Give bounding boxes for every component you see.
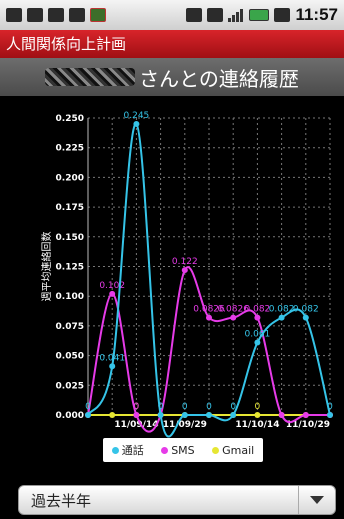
- android-icon: [48, 8, 64, 22]
- legend-sms: SMS: [161, 443, 195, 457]
- data-label: 0.082: [293, 305, 319, 315]
- data-point: [206, 412, 212, 418]
- battery-icon: [249, 9, 270, 21]
- app-title-bar: 人間関係向上計画: [0, 30, 344, 58]
- data-point: [181, 412, 188, 418]
- data-point: [206, 314, 212, 321]
- bag-icon: [6, 8, 22, 22]
- contact-history-title: さんとの連絡履歴: [139, 66, 299, 91]
- legend-call-label: 通話: [121, 444, 144, 457]
- data-point: [278, 412, 285, 418]
- data-point: [302, 314, 309, 321]
- data-label: 0.061: [245, 330, 271, 340]
- notification-icons: [6, 8, 106, 22]
- y-tick-label: 0.200: [56, 173, 84, 183]
- y-axis-label: 週平均連絡回数: [40, 232, 53, 302]
- data-label: 0: [206, 402, 212, 412]
- data-point: [327, 412, 333, 418]
- x-tick-label: 11/10/29: [286, 420, 330, 430]
- y-tick-label: 0.025: [56, 381, 84, 391]
- y-tick-label: 0.225: [56, 144, 84, 154]
- y-tick-label: 0.175: [56, 203, 84, 213]
- usb-icon: [69, 8, 85, 22]
- legend-call: 通話: [111, 442, 144, 458]
- y-tick-label: 0.125: [56, 263, 84, 273]
- period-selector-value: 過去半年: [31, 491, 92, 510]
- data-point: [109, 412, 116, 418]
- data-point: [85, 412, 91, 418]
- alarm-icon: [274, 8, 291, 22]
- data-label: 0.082: [245, 305, 271, 315]
- data-label: 0.122: [172, 257, 198, 267]
- data-label: 0.0826: [193, 305, 225, 315]
- signal-icon: [228, 8, 244, 22]
- data-label: 0.0826: [217, 305, 249, 315]
- legend-sms-label: SMS: [171, 443, 195, 457]
- vibrate-icon: [186, 8, 203, 22]
- data-point: [181, 267, 188, 274]
- data-point: [254, 314, 261, 321]
- contact-header: さんとの連絡履歴: [0, 58, 344, 96]
- x-tick-label: 11/10/14: [235, 420, 279, 430]
- data-point: [230, 412, 237, 418]
- data-label: 0: [134, 402, 140, 412]
- y-tick-label: 0.050: [56, 352, 84, 362]
- y-tick-label: 0.100: [56, 292, 84, 302]
- data-label: 0.082: [269, 305, 295, 315]
- chart-area: 0.000 0.025 0.050 0.075 0.100 0.125 0.150 0.175…: [0, 96, 344, 476]
- data-point: [230, 314, 237, 321]
- data-point: [254, 339, 261, 346]
- data-label: 0: [158, 402, 164, 412]
- data-label: 0: [327, 402, 333, 412]
- legend-gmail-label: Gmail: [222, 443, 255, 457]
- legend-call-marker: [111, 446, 119, 454]
- data-label: 0: [230, 402, 236, 412]
- chart-legend: 通話 SMS Gmail: [103, 438, 263, 462]
- y-tick-label: 0.075: [56, 322, 84, 332]
- warning-app-icon: [90, 8, 106, 22]
- data-point: [109, 363, 116, 370]
- data-label: 0: [134, 402, 140, 412]
- redacted-contact-name: [45, 68, 136, 86]
- period-selector[interactable]: 過去半年: [18, 485, 336, 515]
- status-time: 11:57: [295, 5, 338, 24]
- data-label: 0: [182, 402, 188, 412]
- data-label: 0.245: [124, 111, 150, 121]
- x-tick-label: 11/09/29: [163, 420, 207, 430]
- data-label: 0: [85, 402, 91, 412]
- x-tick-label: 11/09/14: [114, 420, 158, 430]
- y-tick-label: 0.000: [56, 411, 84, 421]
- data-point: [133, 120, 140, 127]
- data-point: [109, 290, 116, 297]
- data-label: 0.102: [99, 281, 125, 291]
- mail-icon: [27, 8, 43, 22]
- status-bar: 11:57: [0, 0, 344, 30]
- dropdown-arrow-icon[interactable]: [298, 486, 335, 514]
- data-point: [133, 412, 140, 418]
- legend-gmail: Gmail: [212, 444, 254, 457]
- y-tick-label: 0.250: [56, 114, 84, 124]
- data-label: 0: [255, 402, 261, 412]
- contact-history-chart: 0.000 0.025 0.050 0.075 0.100 0.125 0.150 0.175…: [40, 111, 333, 438]
- legend-gmail-marker: [212, 446, 220, 454]
- data-label: 0.041: [99, 353, 125, 363]
- data-point: [157, 412, 164, 418]
- y-tick-label: 0.150: [56, 233, 84, 243]
- data-label: 0: [158, 402, 164, 412]
- data-point: [254, 412, 261, 418]
- data-point: [302, 412, 309, 418]
- legend-sms-marker: [161, 446, 169, 454]
- data-point: [278, 314, 285, 321]
- hspa-icon: [207, 8, 224, 22]
- app-title: 人間関係向上計画: [6, 35, 127, 53]
